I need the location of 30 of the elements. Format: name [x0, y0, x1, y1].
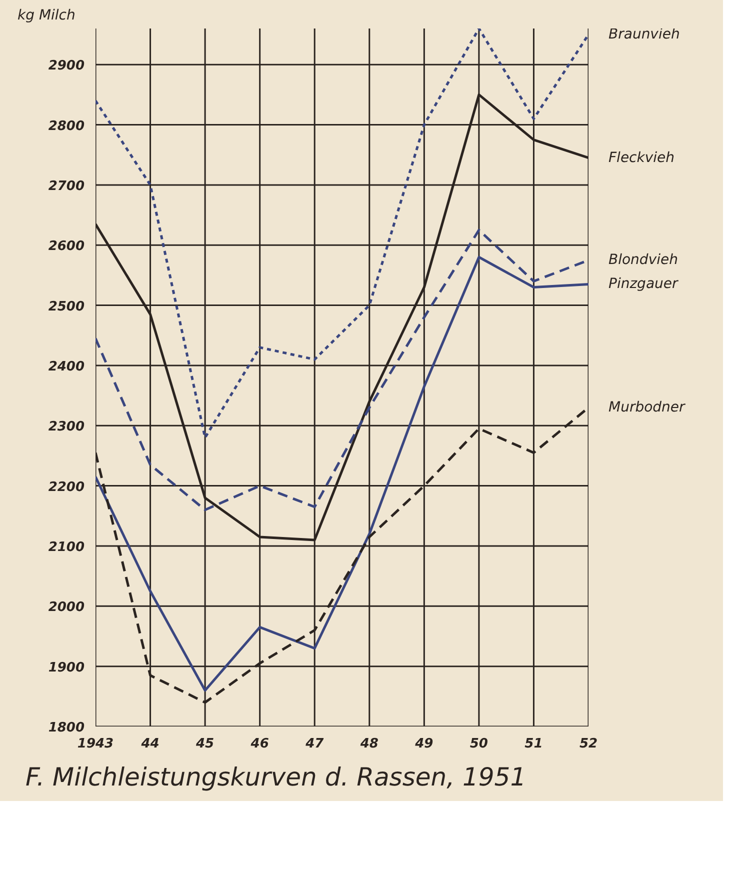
- y-tick-label: 2300: [48, 420, 85, 435]
- text: F. Milchleistungskurven d. Rassen, 1951: [26, 762, 526, 792]
- x-tick-label: 50: [470, 736, 488, 752]
- y-tick-label: 1800: [48, 720, 85, 736]
- y-tick-label: 2600: [48, 239, 85, 254]
- y-tick-label: 2200: [48, 480, 85, 495]
- x-tick-label: 45: [195, 736, 214, 752]
- y-tick-label: 2000: [48, 600, 85, 616]
- x-tick-label: 51: [524, 736, 543, 752]
- x-tick-label: 47: [304, 736, 325, 752]
- y-tick-label: 2900: [48, 58, 85, 74]
- series-label: Pinzgauer: [608, 276, 680, 292]
- x-tick-label: 46: [250, 736, 269, 752]
- x-tick-label: 1943: [77, 736, 114, 752]
- x-tick-label: 48: [359, 736, 378, 752]
- y-tick-label: 2700: [48, 178, 85, 194]
- series-label: Fleckvieh: [608, 150, 675, 166]
- x-tick-label: 49: [414, 736, 434, 752]
- y-axis-title: kg Milch: [18, 8, 76, 24]
- x-tick-label: 44: [140, 736, 160, 752]
- series-label: Murbodner: [608, 400, 686, 416]
- series-label: Blondvieh: [608, 252, 678, 268]
- line-series: [96, 256, 588, 692]
- line-series: [96, 28, 588, 439]
- y-tick-label: 2400: [48, 359, 85, 374]
- y-tick-label: 2500: [48, 299, 85, 314]
- y-tick-label: 1900: [48, 660, 85, 676]
- y-tick-label: 2800: [48, 118, 85, 134]
- y-tick-label: 2100: [48, 540, 85, 555]
- x-tick-label: 52: [579, 736, 598, 752]
